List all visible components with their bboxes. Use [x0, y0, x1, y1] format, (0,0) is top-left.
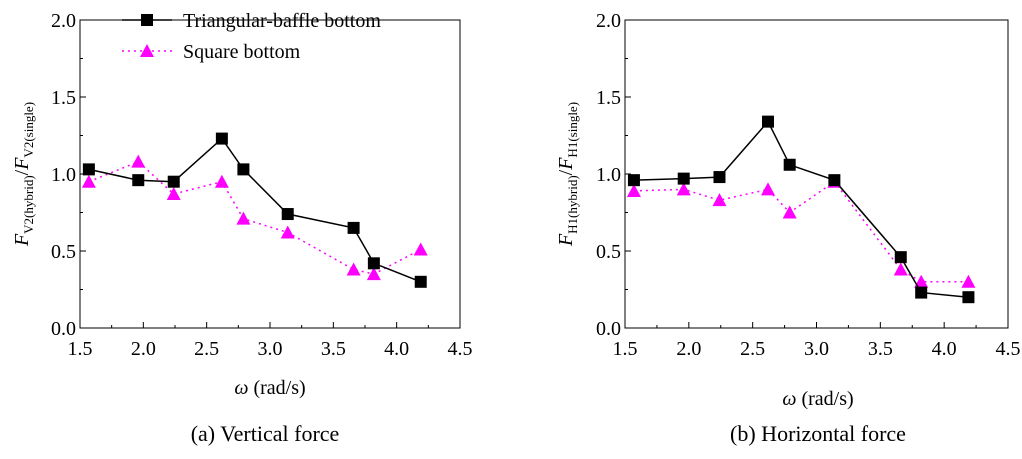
x-axis-ticks: 1.5 2.0 2.5 3.0 3.5 4.0 4.5 [613, 322, 1021, 360]
y-axis-label: FV2(hybrid)/FV2(single) [11, 102, 36, 247]
x-tick-label: 3.0 [804, 338, 829, 360]
data-point-triangle [366, 267, 381, 281]
x-axis-ticks: 1.5 2.0 2.5 3.0 3.5 4.0 4.5 [68, 322, 473, 360]
data-point-triangle [961, 274, 976, 288]
y-tick-label: 0.0 [596, 318, 621, 340]
x-tick-label: 4.0 [384, 338, 409, 360]
legend-marker-triangle [140, 44, 154, 57]
data-point-square [783, 158, 796, 171]
panel-vertical-force: 0.0 0.5 1.0 1.5 2.0 1.5 2.0 2.5 3.0 3.5 4.0 4.5 FV… [11, 10, 473, 446]
y-tick-label: 0.5 [51, 241, 76, 263]
data-point-square [761, 115, 774, 128]
data-point-triangle [914, 274, 929, 288]
data-point-square [82, 163, 95, 176]
legend-label-square: Square bottom [183, 41, 301, 63]
y-tick-label: 2.0 [51, 10, 76, 32]
x-tick-label: 4.5 [996, 338, 1021, 360]
x-axis-label: ω (rad/s) [234, 377, 305, 399]
data-point-square [132, 174, 145, 187]
panel-caption: (b) Horizontal force [730, 421, 906, 446]
x-tick-label: 2.0 [131, 338, 156, 360]
data-point-square [237, 163, 250, 176]
data-point-triangle [131, 154, 146, 168]
x-tick-label: 2.5 [194, 338, 219, 360]
data-point-triangle [166, 187, 181, 201]
legend-label-triangular: Triangular-baffle bottom [183, 10, 381, 32]
data-point-triangle [893, 262, 908, 276]
data-point-triangle [760, 182, 775, 196]
data-point-triangle [676, 182, 691, 196]
x-axis-label: ω (rad/s) [782, 388, 853, 410]
x-tick-label: 2.0 [676, 338, 701, 360]
plot-frame [79, 19, 461, 329]
data-point-triangle [626, 183, 641, 197]
y-tick-label: 1.0 [51, 164, 76, 186]
data-point-triangle [712, 193, 727, 207]
data-point-square [677, 172, 690, 185]
y-tick-label: 0.0 [51, 318, 76, 340]
data-point-triangle [413, 242, 428, 256]
x-tick-label: 3.5 [868, 338, 893, 360]
x-tick-label: 3.0 [258, 338, 283, 360]
data-point-triangle [214, 174, 229, 188]
x-tick-label: 3.5 [321, 338, 346, 360]
data-point-square [281, 208, 294, 221]
y-axis-ticks: 0.0 0.5 1.0 1.5 2.0 [51, 10, 86, 340]
data-point-square [367, 257, 380, 270]
data-point-triangle [236, 211, 251, 225]
data-point-square [627, 174, 640, 187]
panel-horizontal-force: 0.0 0.5 1.0 1.5 2.0 1.5 2.0 2.5 3.0 3.5 4.0 4.5 FH… [555, 10, 1021, 446]
data-point-square [215, 132, 228, 145]
series-line-square-bottom [633, 180, 969, 283]
data-point-square [894, 251, 907, 264]
data-point-square [167, 175, 180, 188]
y-tick-label: 0.5 [596, 241, 621, 263]
series-layer [626, 115, 976, 304]
y-tick-label: 1.5 [51, 87, 76, 109]
y-axis-ticks: 0.0 0.5 1.0 1.5 2.0 [596, 10, 631, 340]
x-tick-label: 4.5 [448, 338, 473, 360]
data-point-square [915, 286, 928, 299]
data-point-triangle [280, 225, 295, 239]
data-point-triangle [346, 262, 361, 276]
data-point-triangle [81, 174, 96, 188]
series-line-triangular-baffle [633, 120, 969, 298]
data-point-square [713, 171, 726, 184]
x-tick-label: 2.5 [740, 338, 765, 360]
x-tick-label: 1.5 [68, 338, 93, 360]
y-tick-label: 1.5 [596, 87, 621, 109]
legend: Triangular-baffle bottom Square bottom [122, 10, 381, 63]
panel-caption: (a) Vertical force [191, 421, 340, 446]
y-axis-label: FH1(hybrid)/FH1(single) [555, 102, 580, 247]
data-point-square [962, 291, 975, 304]
y-tick-label: 2.0 [596, 10, 621, 32]
data-point-square [828, 174, 841, 187]
series-layer [81, 132, 428, 288]
data-point-triangle [782, 205, 797, 219]
y-tick-label: 1.0 [596, 164, 621, 186]
data-point-square [414, 275, 427, 288]
x-tick-label: 1.5 [613, 338, 638, 360]
legend-marker-square [141, 14, 153, 26]
data-point-square [347, 221, 360, 234]
x-tick-label: 4.0 [932, 338, 957, 360]
